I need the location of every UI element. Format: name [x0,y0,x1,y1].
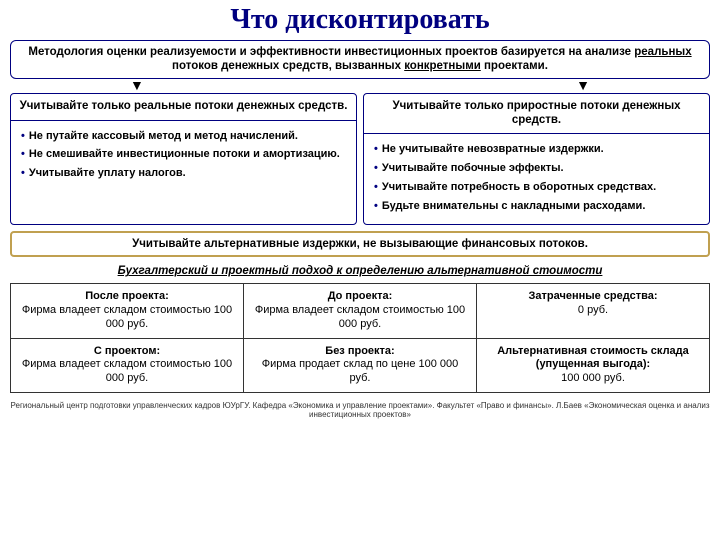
cell-spent: Затраченные средства: 0 руб. [477,284,710,338]
arrow-left-icon: ▼ [130,77,144,93]
table-row: С проектом: Фирма владеет складом стоимо… [11,338,710,392]
intro-mid: потоков денежных средств, вызванных [172,60,404,72]
cell-mid: (упущенная выгода): [485,358,701,372]
right-column: Учитывайте только приростные потоки дене… [363,93,710,226]
cell-opportunity-cost: Альтернативная стоимость склада (упущенн… [477,338,710,392]
cell-head: После проекта: [19,290,235,304]
right-bullet: Будьте внимательны с накладными расходам… [374,200,699,214]
right-bullet: Учитывайте потребность в оборотных средс… [374,181,699,195]
footer-text: Региональный центр подготовки управленче… [10,401,710,420]
arrow-row: ▼ ▼ [10,79,710,93]
left-bullet: Не смешивайте инвестиционные потоки и ам… [21,148,346,162]
right-head: Учитывайте только приростные потоки дене… [364,94,709,135]
arrow-right-icon: ▼ [576,77,590,93]
table-row: После проекта: Фирма владеет складом сто… [11,284,710,338]
cell-head: Без проекта: [252,345,468,359]
cost-table: После проекта: Фирма владеет складом сто… [10,283,710,393]
left-body: Не путайте кассовый метод и метод начисл… [11,121,356,192]
cell-head: Альтернативная стоимость склада [485,345,701,359]
cell-head: До проекта: [252,290,468,304]
cell-head: Затраченные средства: [485,290,701,304]
cell-body: 0 руб. [578,304,608,316]
cell-with-project: С проектом: Фирма владеет складом стоимо… [11,338,244,392]
cell-without-project: Без проекта: Фирма продает склад по цене… [244,338,477,392]
cell-body: Фирма владеет складом стоимостью 100 000… [22,304,232,330]
cell-head: С проектом: [19,345,235,359]
cell-body: Фирма продает склад по цене 100 000 руб. [262,358,459,384]
cell-after-project: После проекта: Фирма владеет складом сто… [11,284,244,338]
left-column: Учитывайте только реальные потоки денежн… [10,93,357,226]
left-bullet: Учитывайте уплату налогов. [21,167,346,181]
cell-body: 100 000 руб. [561,372,625,384]
intro-box: Методология оценки реализуемости и эффек… [10,40,710,79]
intro-post: проектами. [481,60,548,72]
intro-pre: Методология оценки реализуемости и эффек… [28,46,634,58]
right-bullet: Не учитывайте невозвратные издержки. [374,143,699,157]
cell-before-project: До проекта: Фирма владеет складом стоимо… [244,284,477,338]
page-title: Что дисконтировать [10,4,710,36]
left-head: Учитывайте только реальные потоки денежн… [11,94,356,121]
alt-costs-box: Учитывайте альтернативные издержки, не в… [10,231,710,257]
cell-body: Фирма владеет складом стоимостью 100 000… [22,358,232,384]
subheading: Бухгалтерский и проектный подход к опред… [10,265,710,277]
cell-body: Фирма владеет складом стоимостью 100 000… [255,304,465,330]
left-bullet: Не путайте кассовый метод и метод начисл… [21,130,346,144]
two-column-section: Учитывайте только реальные потоки денежн… [10,93,710,226]
right-body: Не учитывайте невозвратные издержки. Учи… [364,134,709,224]
intro-u1: реальных [634,46,691,58]
right-bullet: Учитывайте побочные эффекты. [374,162,699,176]
intro-u2: конкретными [404,60,481,72]
